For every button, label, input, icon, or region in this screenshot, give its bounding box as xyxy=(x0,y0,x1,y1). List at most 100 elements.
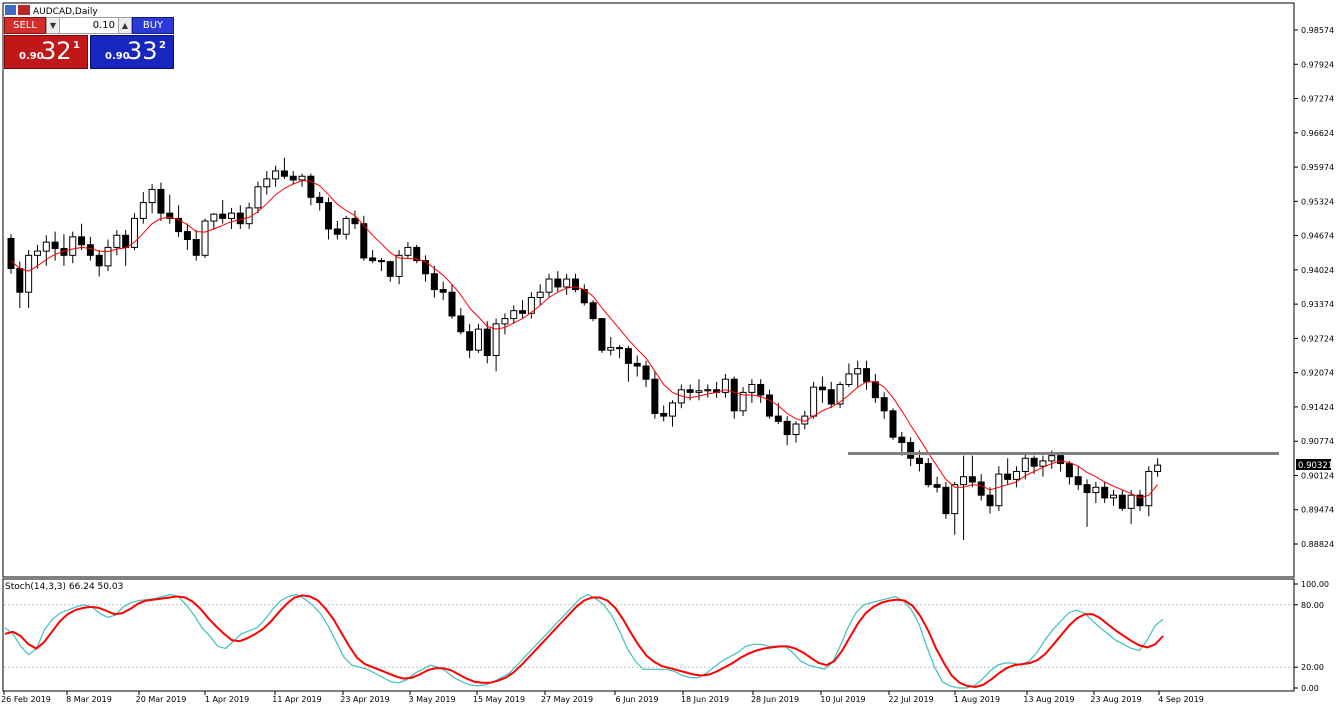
current-price-tag: 0.90321 xyxy=(1296,459,1333,471)
bearish-candle-body xyxy=(325,202,333,230)
stochastic-plot-area[interactable] xyxy=(2,578,1295,692)
bearish-candle-body xyxy=(1136,494,1144,507)
bullish-candle-body xyxy=(1012,470,1020,480)
time-tick-label: 4 Sep 2019 xyxy=(1158,695,1204,704)
bearish-candle-body xyxy=(183,231,191,241)
bearish-candle-body xyxy=(360,223,368,259)
time-tick-label: 8 Mar 2019 xyxy=(66,695,112,704)
bearish-candle-body xyxy=(16,267,24,293)
bullish-candle-body xyxy=(739,391,747,412)
bearish-candle-body xyxy=(386,261,394,277)
bearish-candle-body xyxy=(933,484,941,488)
bearish-candle-body xyxy=(977,481,985,496)
bearish-candle-body xyxy=(686,389,694,393)
bullish-candle-body xyxy=(228,212,235,219)
bearish-candle-body xyxy=(166,212,174,219)
bullish-candle-body xyxy=(501,318,509,325)
price-tick-label: 0.97274 xyxy=(1301,95,1334,104)
bullish-candle-body xyxy=(545,278,553,293)
bullish-candle-body xyxy=(1048,455,1056,462)
price-tick-label: 0.93374 xyxy=(1301,300,1334,309)
bearish-candle-body xyxy=(1065,463,1073,478)
bearish-candle-body xyxy=(192,239,200,256)
lot-increase-icon[interactable]: ▲ xyxy=(118,17,132,34)
bearish-candle-body xyxy=(307,175,315,198)
bullish-candle-body xyxy=(130,217,138,248)
time-tick-label: 20 Mar 2019 xyxy=(136,695,187,704)
buy-price-box[interactable]: 0.90 33 2 xyxy=(90,35,174,69)
bullish-candle-body xyxy=(810,386,818,417)
bearish-candle-body xyxy=(316,196,324,204)
bullish-candle-body xyxy=(1127,494,1135,509)
bullish-candle-body xyxy=(669,402,676,417)
price-tick-label: 0.95324 xyxy=(1301,197,1334,206)
price-tick-label: 0.94024 xyxy=(1301,266,1334,275)
bullish-candle-body xyxy=(836,383,844,405)
sell-button[interactable]: SELL xyxy=(4,17,46,34)
time-tick-label: 1 Aug 2019 xyxy=(954,695,1000,704)
candlestick-series xyxy=(7,157,1162,540)
sell-price-prefix: 0.90 xyxy=(19,51,44,62)
bearish-candle-body xyxy=(766,394,774,417)
bullish-candle-body xyxy=(148,188,156,204)
bullish-candle-body xyxy=(342,217,350,235)
bearish-candle-body xyxy=(730,378,738,412)
price-tick-label: 0.96624 xyxy=(1301,129,1334,138)
lot-size-input[interactable]: 0.10 xyxy=(60,17,118,34)
bearish-candle-body xyxy=(907,441,915,459)
bullish-candle-body xyxy=(536,291,544,298)
time-tick-label: 10 Jul 2019 xyxy=(820,695,865,704)
chart-symbol-icon xyxy=(5,5,16,15)
time-tick-label: 15 May 2019 xyxy=(473,695,525,704)
bearish-candle-body xyxy=(871,381,879,399)
time-tick-label: 27 May 2019 xyxy=(541,695,593,704)
time-tick-label: 6 Jun 2019 xyxy=(615,695,658,704)
buy-button[interactable]: BUY xyxy=(132,17,174,34)
bullish-candle-body xyxy=(210,213,218,222)
bearish-candle-body xyxy=(598,318,606,351)
bullish-candle-body xyxy=(792,423,800,436)
lot-decrease-icon[interactable]: ▼ xyxy=(46,17,60,34)
bullish-candle-body xyxy=(1145,470,1153,507)
bullish-candle-body xyxy=(42,241,50,252)
bearish-candle-body xyxy=(889,410,897,438)
bullish-candle-body xyxy=(1154,464,1162,472)
price-tick-label: 0.90774 xyxy=(1301,437,1334,446)
bullish-candle-body xyxy=(563,278,571,288)
bearish-candle-body xyxy=(616,347,624,350)
bearish-candle-body xyxy=(624,348,632,364)
current-price-label: 0.90321 xyxy=(1298,461,1333,471)
buy-price-prefix: 0.90 xyxy=(105,51,130,62)
bearish-candle-body xyxy=(466,331,474,351)
bearish-candle-body xyxy=(236,212,244,225)
bearish-candle-body xyxy=(1030,457,1038,467)
bullish-candle-body xyxy=(607,347,615,351)
stochastic-levels xyxy=(4,604,1293,668)
bullish-candle-body xyxy=(404,246,412,256)
sell-price-big: 32 xyxy=(41,37,72,65)
time-tick-label: 13 Aug 2019 xyxy=(1023,695,1074,704)
bullish-candle-body xyxy=(1092,486,1100,494)
main-chart-plot-area[interactable] xyxy=(2,2,1295,578)
bullish-candle-body xyxy=(1110,494,1117,499)
bullish-candle-body xyxy=(254,186,262,209)
bullish-candle-body xyxy=(1039,460,1047,467)
time-tick-label: 3 May 2019 xyxy=(408,695,455,704)
bullish-candle-body xyxy=(395,254,403,277)
bearish-candle-body xyxy=(157,188,165,214)
bearish-candle-body xyxy=(880,397,888,412)
bearish-candle-body xyxy=(86,244,94,256)
price-tick-label: 0.90124 xyxy=(1301,471,1334,480)
bearish-candle-body xyxy=(289,175,297,181)
time-tick-label: 26 Feb 2019 xyxy=(1,695,51,704)
sell-price-box[interactable]: 0.90 32 1 xyxy=(4,35,88,69)
price-tick-label: 0.91424 xyxy=(1301,403,1334,412)
bearish-candle-body xyxy=(924,463,932,486)
moving-average-line xyxy=(10,179,1158,499)
price-tick-label: 0.97924 xyxy=(1301,60,1334,69)
bullish-candle-body xyxy=(201,220,209,256)
bearish-candle-body xyxy=(219,213,227,219)
bearish-candle-body xyxy=(369,257,377,262)
bullish-candle-body xyxy=(139,202,147,219)
flag-icon xyxy=(18,5,30,15)
